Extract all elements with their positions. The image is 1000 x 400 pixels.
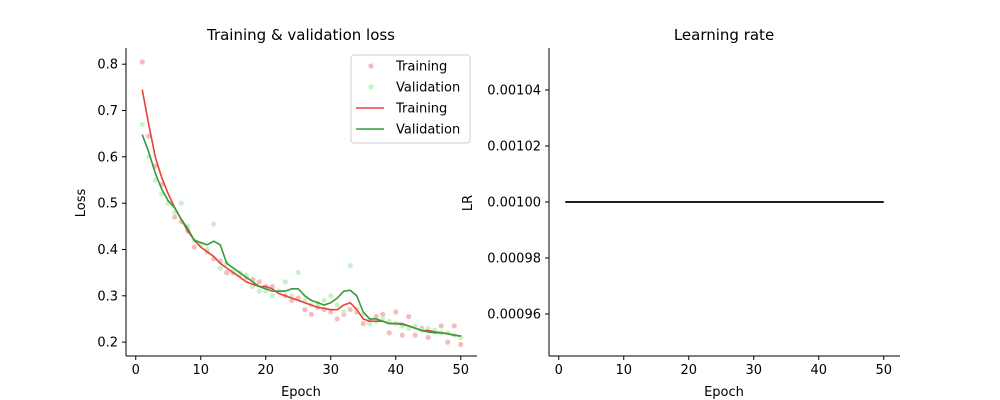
loss-y-tick-label: 0.7 [97, 104, 118, 119]
lr-x-tick-label: 10 [615, 363, 632, 378]
loss-y-tick-label: 0.4 [97, 243, 118, 258]
loss-legend: Training Validation Training Validation [350, 54, 471, 144]
loss-scatter-point-training [451, 323, 457, 329]
loss-y-tick-label: 0.5 [97, 197, 118, 212]
loss-x-tick-label: 10 [192, 363, 209, 378]
lr-panel: Learning rate Epoch LR 0 10 20 30 40 50 0.0009… [461, 26, 900, 400]
loss-x-axis-label: Epoch [281, 385, 321, 400]
loss-scatter-point-validation [269, 293, 275, 299]
loss-y-tick-label: 0.3 [97, 289, 118, 304]
loss-scatter-point-validation [152, 177, 158, 183]
loss-scatter-point-training [347, 307, 353, 313]
loss-panel-title: Training & validation loss [206, 26, 395, 44]
legend-marker-validation-points [368, 84, 374, 90]
loss-scatter-point-training [308, 311, 314, 317]
loss-y-tick-label: 0.8 [97, 58, 118, 73]
loss-scatter-point-training [360, 320, 366, 327]
loss-scatter-point-training [425, 334, 431, 341]
loss-scatter-point-validation [347, 263, 353, 269]
lr-panel-title: Learning rate [674, 26, 774, 44]
loss-scatter-point-validation [334, 302, 340, 308]
legend-marker-training-points [368, 63, 374, 69]
loss-scatter-point-validation [295, 270, 301, 276]
loss-scatter-point-validation [367, 320, 373, 327]
legend-label: Training [395, 102, 447, 117]
lr-y-tick-label: 0.00104 [487, 84, 541, 99]
lr-y-tick-label: 0.00098 [487, 252, 541, 267]
loss-scatter-point-training [139, 59, 145, 65]
loss-scatter-point-training [438, 323, 444, 329]
loss-scatter-point-validation [282, 279, 288, 285]
loss-scatter-point-validation [139, 121, 145, 128]
loss-scatter-point-training [224, 270, 230, 276]
loss-y-tick-label: 0.6 [97, 150, 118, 165]
loss-scatter-point-training [399, 332, 405, 338]
loss-scatter-point-training [393, 309, 399, 315]
loss-x-tick-label: 40 [387, 363, 404, 378]
lr-x-tick-label: 40 [810, 363, 827, 378]
loss-y-axis-label: Loss [74, 189, 89, 218]
loss-line-validation [141, 134, 461, 337]
loss-scatter-point-training [328, 309, 334, 315]
lr-y-tick-label: 0.00096 [487, 308, 541, 323]
loss-scatter-point-training [406, 314, 412, 320]
loss-scatter-point-training [445, 339, 451, 345]
legend-label: Training [395, 60, 447, 75]
loss-x-tick-label: 30 [322, 363, 339, 378]
loss-scatter-point-training [380, 311, 386, 317]
loss-scatter-point-validation [321, 297, 327, 304]
lr-x-axis-label: Epoch [704, 385, 744, 400]
lr-y-tick-label: 0.00102 [487, 140, 541, 155]
loss-scatter-point-training [412, 332, 418, 338]
loss-x-tick-label: 50 [452, 363, 469, 378]
lr-y-axis-label: LR [461, 195, 476, 211]
loss-scatter-point-validation [217, 265, 223, 271]
loss-x-tick-label: 0 [132, 363, 140, 378]
lr-x-tick-label: 50 [875, 363, 892, 378]
lr-x-tick-label: 20 [680, 363, 697, 378]
loss-scatter-point-training [302, 307, 308, 313]
lr-x-tick-label: 0 [555, 363, 563, 378]
loss-scatter-point-training [256, 279, 262, 285]
lr-x-tick-label: 30 [745, 363, 762, 378]
loss-scatter-point-validation [328, 293, 334, 299]
loss-panel: Training & validation loss Epoch Loss 0 1… [74, 26, 477, 400]
lr-y-tick-label: 0.00100 [487, 196, 541, 211]
legend-label: Validation [396, 123, 460, 138]
loss-scatter-point-training [373, 314, 379, 320]
legend-label: Validation [396, 81, 460, 96]
loss-scatter-point-training [386, 330, 392, 336]
loss-axes-layer: 0 10 20 30 40 50 0.2 0.3 0.4 0.5 0.6 0.7 0.8 [97, 48, 477, 378]
loss-scatter-point-training [172, 214, 178, 220]
loss-scatter-point-training [334, 316, 340, 322]
loss-scatter-point-validation [256, 288, 262, 294]
loss-scatter-point-validation [425, 325, 431, 331]
loss-scatter-point-validation [211, 221, 217, 227]
loss-scatter-point-training [191, 244, 197, 250]
loss-y-tick-label: 0.2 [97, 336, 118, 351]
loss-x-tick-label: 20 [257, 363, 274, 378]
loss-scatter-point-validation [178, 200, 184, 206]
legend-frame [350, 54, 471, 144]
loss-marks-layer [139, 59, 464, 348]
loss-scatter-point-training [458, 341, 464, 348]
loss-scatter-point-validation [341, 309, 347, 315]
lr-axes-layer: 0 10 20 30 40 50 0.00096 0.00098 0.00100 0.00102 0… [487, 48, 900, 378]
